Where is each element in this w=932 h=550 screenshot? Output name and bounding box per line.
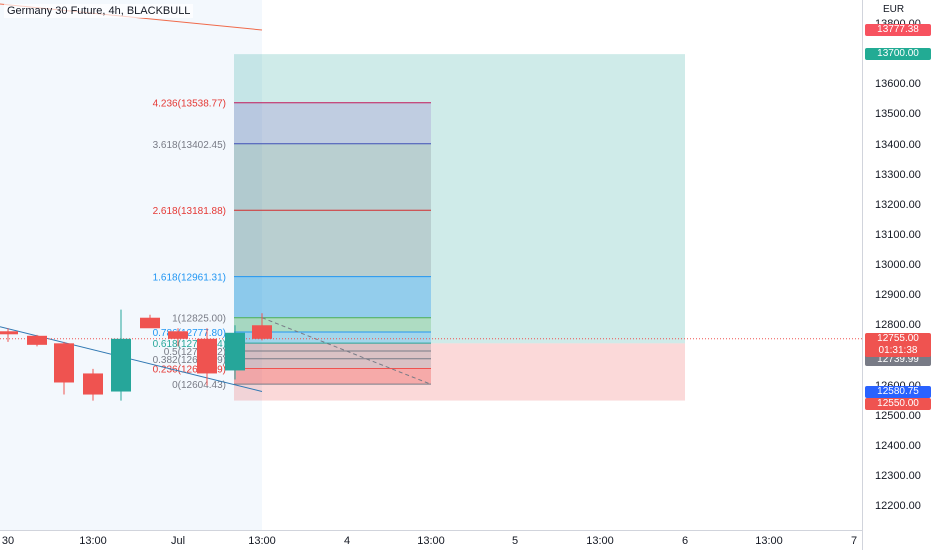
chart-area[interactable]: 4.236(13538.77) 3.618(13402.45) 2.618(1318… xyxy=(0,0,862,530)
fib-label: 3.618(13402.45) xyxy=(153,140,226,151)
bid-price-badge: 12739.99 xyxy=(865,354,931,366)
ma-price-badge: 13777.38 xyxy=(865,24,931,36)
fib-band xyxy=(234,210,431,277)
fib-band xyxy=(234,368,431,385)
time-tick-label: 13:00 xyxy=(586,535,614,547)
time-tick-label: 13:00 xyxy=(248,535,276,547)
price-tick-label: 13600.00 xyxy=(875,78,921,91)
price-scale[interactable]: EUR 13800.0013700.0013600.0013500.001340… xyxy=(862,0,932,550)
fib-label: 0.382(12688.69) xyxy=(153,355,226,366)
fib-band xyxy=(234,317,431,332)
fib-label: 2.618(13181.88) xyxy=(153,206,226,217)
fib-band xyxy=(234,343,431,351)
candle-body[interactable] xyxy=(225,332,245,371)
fib-band xyxy=(234,350,431,359)
candle-body[interactable] xyxy=(54,343,74,383)
price-tick-label: 12500.00 xyxy=(875,409,921,422)
currency-label: EUR xyxy=(883,4,905,15)
trend-dashed-line[interactable] xyxy=(261,317,432,385)
time-tick-label: 7 xyxy=(850,535,858,547)
target-price-badge: 13700.00 xyxy=(865,48,931,60)
time-tick-label: 30 xyxy=(1,535,15,547)
price-tick-label: 13500.00 xyxy=(875,108,921,121)
stop-zone[interactable] xyxy=(234,343,685,401)
price-tick-label: 12400.00 xyxy=(875,439,921,452)
candle-body[interactable] xyxy=(252,325,272,339)
price-tick-label: 13100.00 xyxy=(875,228,921,241)
fib-label: 0(12604.43) xyxy=(172,380,226,391)
candle-body[interactable] xyxy=(111,338,131,392)
fib-label: 0.236(12656.49) xyxy=(153,364,226,375)
time-axis[interactable]: 30 13:00 Jul 13:00 4 13:00 5 13:00 6 13:00 7 xyxy=(0,530,862,550)
bar-countdown: 01:31:38 xyxy=(878,345,918,356)
time-tick-label: 13:00 xyxy=(417,535,445,547)
fib-label: 0.786(12777.80) xyxy=(153,328,226,339)
candle-body[interactable] xyxy=(140,317,160,329)
time-tick-label: 13:00 xyxy=(755,535,783,547)
price-tick-label: 12900.00 xyxy=(875,289,921,302)
time-tick-label: 6 xyxy=(681,535,689,547)
price-tick-label: 13300.00 xyxy=(875,168,921,181)
fib-band xyxy=(234,331,431,344)
time-tick-label: Jul xyxy=(170,535,186,547)
candle-body[interactable] xyxy=(0,331,18,335)
price-tick-label: 12200.00 xyxy=(875,500,921,512)
candle-body[interactable] xyxy=(27,335,47,345)
time-tick-label: 5 xyxy=(511,535,519,547)
last-price-value: 12755.00 xyxy=(877,333,919,344)
price-tick-label: 12800.00 xyxy=(875,319,921,332)
candle-body[interactable] xyxy=(83,373,103,395)
time-tick-label: 13:00 xyxy=(79,535,107,547)
price-tick-label: 13200.00 xyxy=(875,198,921,211)
fib-band xyxy=(234,276,431,318)
fib-band xyxy=(234,358,431,369)
fib-label: 0.618(12740.74) xyxy=(153,339,226,350)
chart-canvas[interactable]: 4.236(13538.77) 3.618(13402.45) 2.618(1318… xyxy=(0,0,862,530)
chart-title[interactable]: Germany 30 Future, 4h, BLACKBULL xyxy=(4,4,194,18)
fib-band xyxy=(234,143,431,211)
fib-label: 0.5(12714.72) xyxy=(164,347,226,358)
candle-body[interactable] xyxy=(197,338,217,374)
price-tick-label: 12300.00 xyxy=(875,469,921,482)
price-tick-label: 13000.00 xyxy=(875,259,921,271)
last-price-badge: 12755.00 01:31:38 xyxy=(865,333,931,357)
fib-label: 1.618(12961.31) xyxy=(153,273,226,284)
fib-label: 1(12825.00) xyxy=(172,314,226,325)
stop-price-badge: 12550.00 xyxy=(865,398,931,410)
candle-body[interactable] xyxy=(168,331,188,339)
fib-band xyxy=(234,102,431,144)
time-tick-label: 4 xyxy=(343,535,351,547)
history-shade xyxy=(0,0,262,530)
fib-label: 4.236(13538.77) xyxy=(153,99,226,110)
ma2-price-badge: 12580.75 xyxy=(865,386,931,398)
price-tick-label: 13400.00 xyxy=(875,138,921,151)
